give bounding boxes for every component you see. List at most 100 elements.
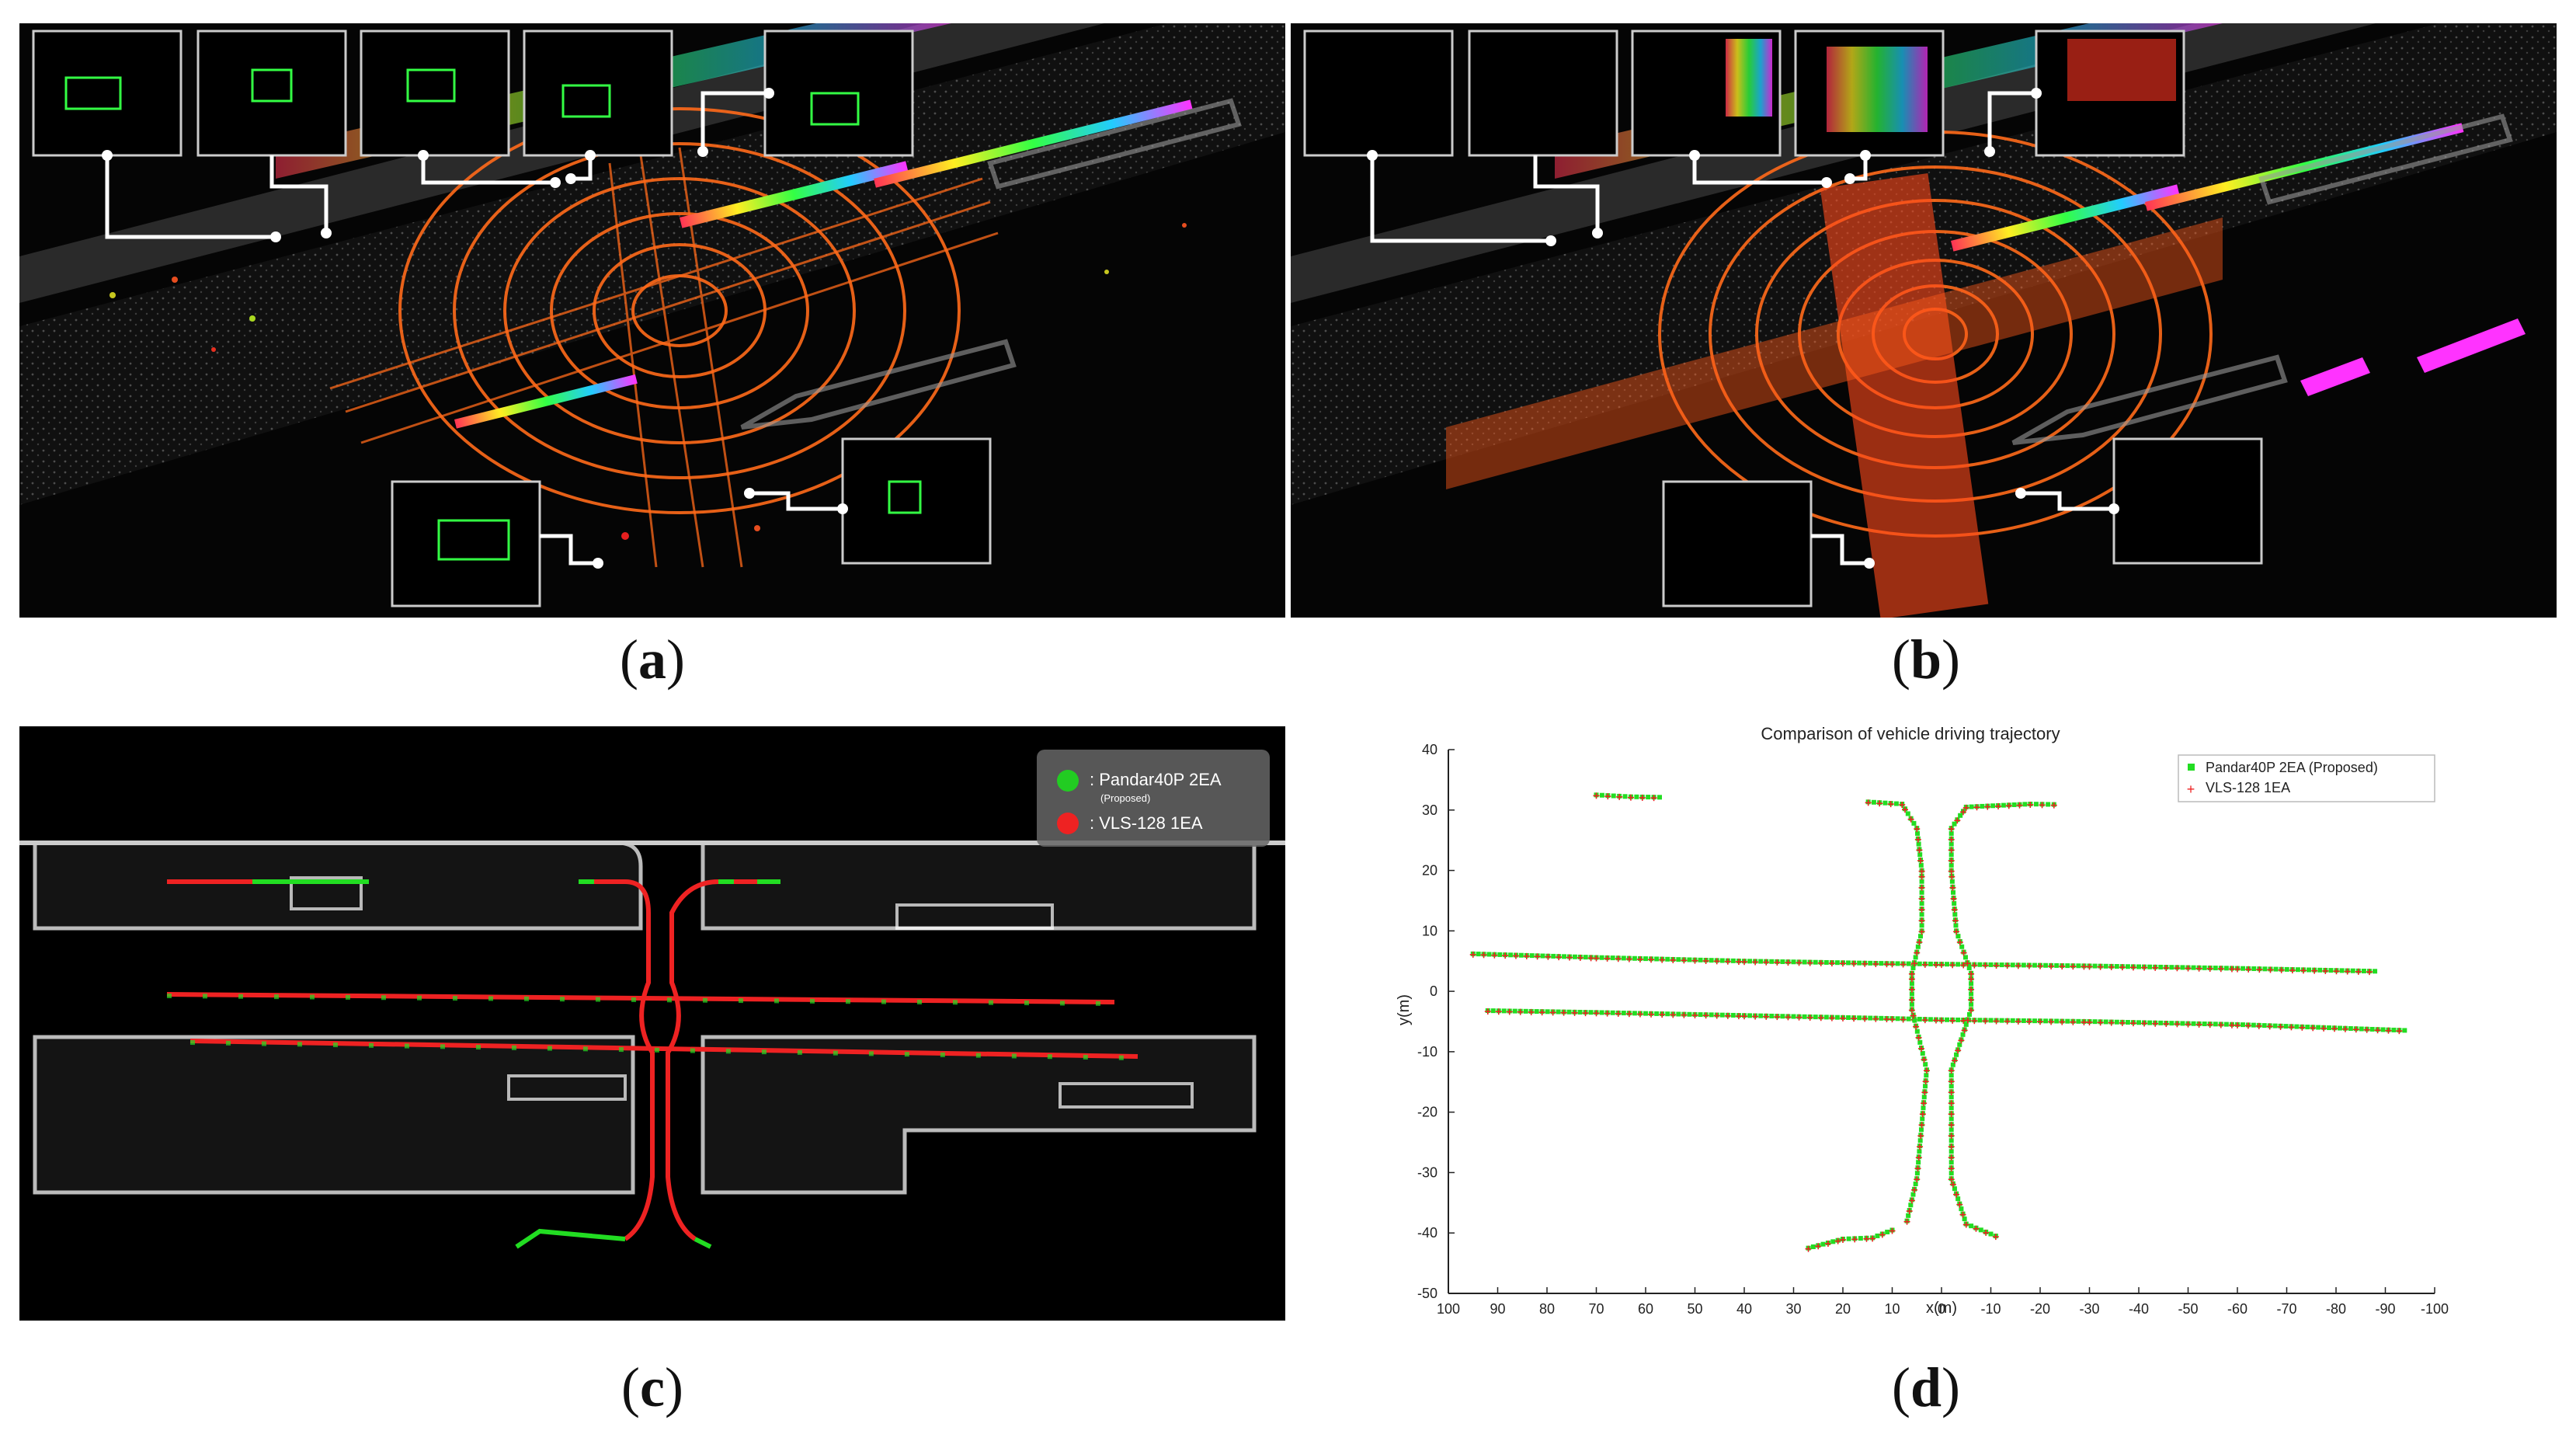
series-0-point [1632, 955, 1637, 961]
series-0-point [2350, 968, 2355, 973]
x-tick-label: 60 [1638, 1301, 1653, 1317]
series-0-point [1556, 1009, 1561, 1015]
x-tick-label: -70 [2276, 1301, 2296, 1317]
series-0-point [1920, 1116, 1925, 1122]
series-0-point [1949, 1149, 1954, 1154]
series-0-point [1654, 956, 1660, 962]
series-0-point [2054, 1018, 2060, 1024]
x-tick-label: 70 [1588, 1301, 1604, 1317]
series-0-point [1834, 1015, 1840, 1020]
x-tick-label: -90 [2375, 1301, 2395, 1317]
series-0-point [2125, 964, 2130, 969]
y-axis-label: y(m) [1396, 994, 1413, 1025]
series-0-point [2033, 802, 2039, 807]
legend-marker-series-1: + [2187, 781, 2195, 797]
series-0-point [2251, 1022, 2256, 1028]
series-0-point [2262, 966, 2268, 972]
series-0-point [1802, 959, 1807, 965]
chart-title: Comparison of vehicle driving trajectory [1761, 724, 2060, 743]
series-0-point [1780, 1014, 1785, 1019]
trajectory-1 [1484, 1008, 2407, 1035]
series-0-point [2065, 1018, 2070, 1024]
series-0-point [1508, 952, 1514, 958]
series-0-point [1959, 1206, 1964, 1212]
series-0-point [1572, 954, 1577, 959]
chart-legend: Pandar40P 2EA (Proposed) + VLS-128 1EA [2178, 754, 2435, 802]
series-0-point [1551, 953, 1556, 959]
series-0-point [1879, 961, 1884, 966]
series-0-point [1920, 1051, 1925, 1056]
series-0-point [1643, 1011, 1648, 1016]
series-0-point [1949, 1171, 1954, 1176]
series-0-point [1966, 1011, 1972, 1017]
series-0-point [1908, 1203, 1914, 1208]
series-0-point [1921, 1105, 1926, 1111]
series-0-point [1523, 1008, 1528, 1014]
series-0-point [2032, 962, 2037, 968]
series-0-point [1810, 1244, 1816, 1249]
series-0-point [1949, 1160, 1954, 1165]
series-0-point [1917, 1138, 1923, 1143]
series-0-point [2103, 1019, 2108, 1025]
series-0-point [2202, 1022, 2207, 1027]
series-0-point [1709, 958, 1714, 963]
series-0-point [1949, 1138, 1954, 1143]
series-0-point [1919, 912, 1924, 917]
x-tick-label: -80 [2326, 1301, 2346, 1317]
series-0-point [1921, 1095, 1927, 1100]
series-0-point [2284, 966, 2289, 972]
series-0-point [1676, 957, 1681, 962]
series-0-point [1621, 955, 1626, 961]
series-0-point [1497, 952, 1503, 957]
series-0-point [1969, 991, 1974, 997]
x-tick-label: 0 [1938, 1301, 1945, 1317]
series-0-point [1846, 1236, 1851, 1241]
series-0-point [1918, 1127, 1924, 1133]
series-0-point [1958, 813, 1963, 818]
series-0-point [1906, 1016, 1911, 1022]
series-0-point [1820, 1241, 1826, 1247]
series-0-point [2295, 967, 2300, 973]
series-0-point [1654, 1011, 1660, 1016]
series-0-point [1999, 962, 2004, 968]
series-0-point [1643, 956, 1648, 962]
series-0-point [1999, 1018, 2004, 1023]
series-0-point [2021, 962, 2026, 968]
series-0-point [1665, 956, 1670, 962]
series-0-point [1871, 799, 1876, 805]
series-0-point [1687, 1011, 1692, 1017]
series-0-point [1949, 1127, 1954, 1133]
series-0-point [1857, 960, 1862, 966]
trajectory-0 [1469, 951, 2378, 976]
series-0-point [1990, 803, 1996, 809]
y-tick-label: -50 [1417, 1286, 1437, 1301]
legend-label-vls: : VLS-128 1EA [1090, 813, 1203, 833]
series-0-point [1599, 792, 1604, 798]
series-0-point [2043, 1018, 2049, 1024]
series-0-point [2011, 802, 2017, 807]
series-0-point [1758, 959, 1764, 964]
series-0-point [1988, 962, 1994, 967]
series-0-point [1914, 1171, 1920, 1176]
series-0-point [1916, 841, 1921, 847]
series-0-point [1917, 961, 1922, 966]
trajectory-2 [1865, 799, 1930, 1225]
series-0-point [2191, 965, 2196, 970]
series-0-point [2213, 1022, 2218, 1027]
series-0-point [1957, 1042, 1962, 1047]
series-0-point [1949, 1105, 1954, 1111]
series-0-point [1919, 900, 1924, 906]
series-0-point [1966, 965, 1972, 970]
x-tick-label: 30 [1785, 1301, 1801, 1317]
panel-a-image [19, 23, 1285, 618]
series-0-point [1834, 960, 1840, 966]
series-0-point [1949, 1084, 1954, 1089]
series-0-point [1988, 1018, 1994, 1023]
trajectory-chart: Comparison of vehicle driving trajectory… [1396, 724, 2449, 1317]
series-0-point [1823, 1015, 1829, 1020]
series-0-point [1918, 862, 1924, 868]
series-0-point [2272, 1023, 2278, 1029]
series-0-point [1919, 889, 1924, 895]
series-0-point [1868, 1015, 1873, 1021]
series-0-point [2169, 1021, 2174, 1026]
